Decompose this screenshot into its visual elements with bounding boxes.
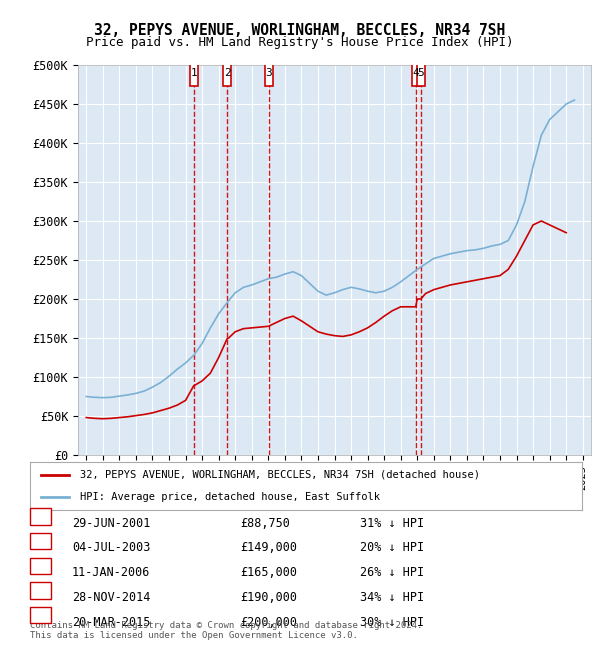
Text: 20-MAR-2015: 20-MAR-2015 [72, 616, 151, 629]
Text: HPI: Average price, detached house, East Suffolk: HPI: Average price, detached house, East… [80, 492, 380, 502]
FancyBboxPatch shape [412, 59, 420, 86]
Text: 1: 1 [190, 68, 197, 78]
Text: 20% ↓ HPI: 20% ↓ HPI [360, 541, 424, 554]
FancyBboxPatch shape [265, 59, 273, 86]
Text: 3: 3 [265, 68, 272, 78]
Text: 32, PEPYS AVENUE, WORLINGHAM, BECCLES, NR34 7SH: 32, PEPYS AVENUE, WORLINGHAM, BECCLES, N… [94, 23, 506, 38]
FancyBboxPatch shape [417, 59, 425, 86]
Text: 28-NOV-2014: 28-NOV-2014 [72, 591, 151, 604]
Text: 5: 5 [37, 610, 44, 620]
Text: Price paid vs. HM Land Registry's House Price Index (HPI): Price paid vs. HM Land Registry's House … [86, 36, 514, 49]
Text: 30% ↓ HPI: 30% ↓ HPI [360, 616, 424, 629]
Text: 34% ↓ HPI: 34% ↓ HPI [360, 591, 424, 604]
Text: 29-JUN-2001: 29-JUN-2001 [72, 517, 151, 530]
Text: 2: 2 [37, 536, 44, 546]
Text: 31% ↓ HPI: 31% ↓ HPI [360, 517, 424, 530]
FancyBboxPatch shape [223, 59, 231, 86]
Text: 4: 4 [412, 68, 419, 78]
Text: 11-JAN-2006: 11-JAN-2006 [72, 566, 151, 579]
Text: £200,000: £200,000 [240, 616, 297, 629]
Text: Contains HM Land Registry data © Crown copyright and database right 2024.
This d: Contains HM Land Registry data © Crown c… [30, 621, 422, 640]
Text: £149,000: £149,000 [240, 541, 297, 554]
Text: £88,750: £88,750 [240, 517, 290, 530]
Text: 3: 3 [37, 561, 44, 571]
Text: 1: 1 [37, 512, 44, 521]
Text: 26% ↓ HPI: 26% ↓ HPI [360, 566, 424, 579]
Text: 2: 2 [224, 68, 230, 78]
FancyBboxPatch shape [190, 59, 198, 86]
Text: £190,000: £190,000 [240, 591, 297, 604]
Text: 32, PEPYS AVENUE, WORLINGHAM, BECCLES, NR34 7SH (detached house): 32, PEPYS AVENUE, WORLINGHAM, BECCLES, N… [80, 470, 479, 480]
Text: 5: 5 [418, 68, 424, 78]
Text: 4: 4 [37, 586, 44, 595]
Text: 04-JUL-2003: 04-JUL-2003 [72, 541, 151, 554]
Text: £165,000: £165,000 [240, 566, 297, 579]
